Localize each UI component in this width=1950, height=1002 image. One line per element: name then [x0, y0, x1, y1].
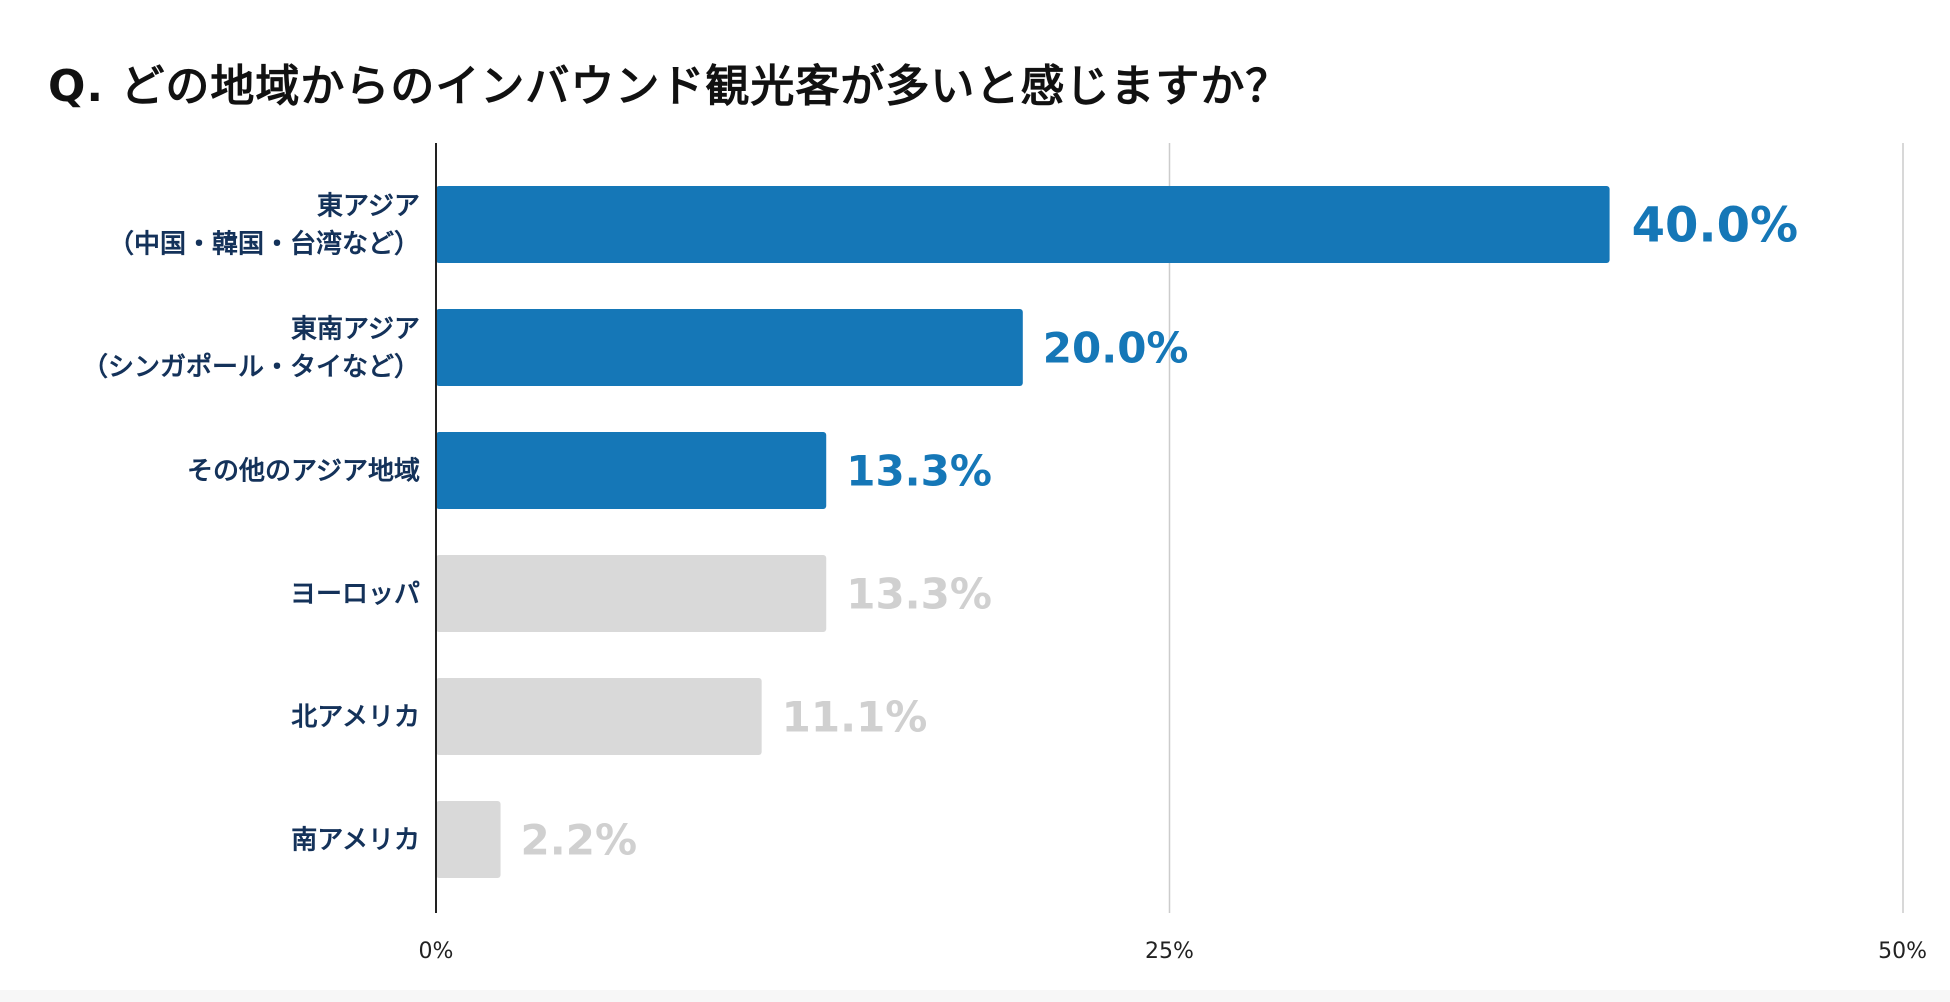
value-label-5: 2.2% [521, 816, 637, 865]
value-label-3: 13.3% [846, 570, 992, 619]
value-label-0: 40.0% [1632, 198, 1799, 254]
category-label-0-line-1: （中国・韓国・台湾など） [108, 229, 420, 260]
bar-1 [436, 309, 1023, 386]
value-label-1: 20.0% [1043, 324, 1189, 373]
x-tick-label-25: 25% [1145, 939, 1194, 964]
chart-title: Q. どの地域からのインバウンド観光客が多いと感じますか？ [48, 61, 1291, 112]
category-label-1-line-0: 東南アジア [291, 315, 420, 345]
bar-5 [436, 801, 501, 878]
bar-3 [436, 555, 827, 632]
value-label-2: 13.3% [846, 447, 992, 496]
category-label-3: ヨーロッパ [290, 580, 420, 610]
x-tick-label-0: 0% [419, 939, 454, 964]
category-label-2: その他のアジア地域 [187, 457, 420, 487]
footer-band [0, 990, 1950, 1002]
category-label-1-line-1: （シンガポール・タイなど） [82, 352, 420, 383]
x-tick-label-50: 50% [1878, 939, 1927, 964]
bar-2 [436, 432, 827, 509]
bar-4 [436, 678, 762, 755]
category-label-5: 南アメリカ [291, 826, 420, 856]
category-label-0-line-0: 東アジア [317, 192, 420, 222]
category-label-4: 北アメリカ [291, 703, 420, 733]
value-label-4: 11.1% [782, 693, 928, 742]
bar-0 [436, 186, 1610, 263]
